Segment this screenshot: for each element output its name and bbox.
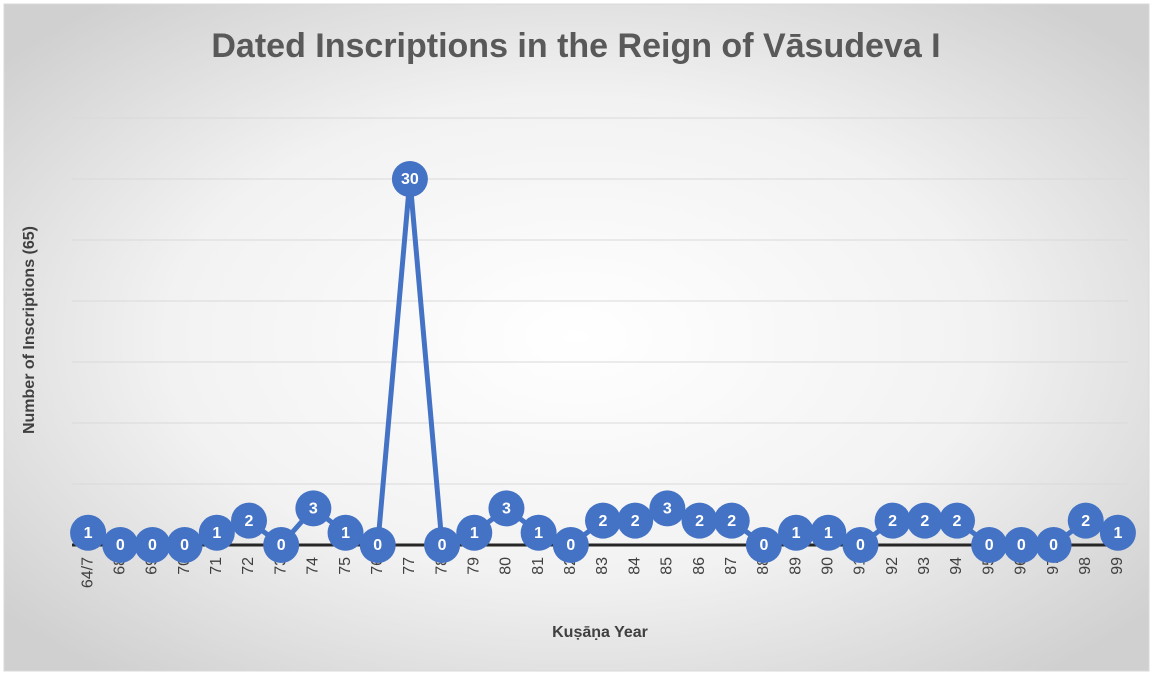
data-label: 0: [759, 537, 768, 554]
marker: [1003, 527, 1040, 563]
data-label: 3: [663, 501, 672, 518]
data-label: 0: [1049, 537, 1058, 554]
x-tick-label: 92: [884, 557, 901, 575]
marker: [939, 502, 975, 539]
x-tick-label: 84: [626, 557, 643, 575]
x-tick-label: 74: [305, 557, 322, 575]
data-label: 0: [438, 537, 447, 554]
data-label: 2: [1081, 513, 1090, 530]
data-label: 1: [84, 525, 93, 542]
data-label: 0: [277, 537, 286, 554]
data-label: 2: [245, 513, 254, 530]
marker: [713, 502, 750, 539]
marker: [1067, 502, 1104, 539]
x-tick-label: 79: [465, 557, 482, 575]
data-label: 1: [534, 525, 543, 542]
marker: [649, 490, 686, 527]
chart-title: Dated Inscriptions in the Reign of Vāsud…: [211, 27, 940, 65]
marker: [552, 527, 589, 563]
data-label: 2: [631, 513, 640, 530]
x-tick-label: 99: [1109, 557, 1126, 575]
marker: [617, 502, 654, 539]
data-label: 2: [953, 513, 962, 530]
marker: [778, 514, 815, 551]
x-axis-label: Kuṣāṇa Year: [552, 624, 648, 641]
data-label: 1: [341, 525, 350, 542]
x-tick-label: 77: [401, 557, 418, 575]
marker: [70, 514, 107, 551]
marker: [842, 527, 879, 563]
data-label: 1: [212, 525, 221, 542]
marker: [198, 514, 235, 551]
x-tick-label: 83: [594, 557, 611, 575]
x-tick-label: 72: [240, 557, 257, 575]
data-label: 0: [116, 537, 125, 554]
data-label: 0: [566, 537, 575, 554]
marker: [327, 514, 364, 551]
marker: [102, 527, 139, 563]
x-tick-label: 90: [819, 557, 836, 575]
x-tick-label: 81: [530, 557, 547, 575]
marker: [1035, 527, 1072, 563]
x-tick-label: 94: [948, 557, 965, 575]
marker: [520, 514, 557, 551]
x-tick-label: 71: [208, 557, 225, 575]
data-label: 2: [695, 513, 704, 530]
x-tick-label: 89: [787, 557, 804, 575]
marker: [971, 527, 1008, 563]
marker: [134, 527, 171, 563]
x-tick-label: 93: [916, 557, 933, 575]
x-tick-label: 86: [691, 557, 708, 575]
data-label: 2: [920, 513, 929, 530]
data-label: 1: [792, 525, 801, 542]
marker: [456, 514, 493, 551]
data-label: 30: [401, 171, 419, 188]
data-label: 0: [180, 537, 189, 554]
x-tick-label: 98: [1077, 557, 1094, 575]
marker: [231, 502, 267, 539]
data-label: 0: [985, 537, 994, 554]
data-label: 0: [856, 537, 865, 554]
x-tick-label: 87: [723, 557, 740, 575]
data-label: 1: [1113, 525, 1122, 542]
x-tick-label: 64/7: [79, 557, 96, 588]
data-label: 3: [309, 501, 318, 518]
data-label: 0: [373, 537, 382, 554]
x-tick-label: 75: [337, 557, 354, 575]
marker: [359, 527, 396, 563]
marker: [874, 502, 911, 539]
marker: [391, 161, 428, 197]
x-tick-label: 80: [498, 557, 515, 575]
data-label: 2: [599, 513, 608, 530]
marker: [263, 527, 300, 563]
marker: [166, 527, 203, 563]
marker: [488, 490, 525, 527]
marker: [906, 502, 943, 539]
data-label: 1: [824, 525, 833, 542]
marker: [295, 490, 332, 527]
marker: [1099, 514, 1136, 551]
data-label: 2: [727, 513, 736, 530]
x-tick-label: 85: [659, 557, 676, 575]
data-label: 2: [888, 513, 897, 530]
data-label: 3: [502, 501, 511, 518]
data-label: 0: [148, 537, 157, 554]
marker: [424, 527, 461, 563]
data-label: 0: [1017, 537, 1026, 554]
y-axis-label: Number of Inscriptions (65): [21, 226, 38, 434]
marker: [585, 502, 621, 539]
marker: [810, 514, 847, 551]
data-label: 1: [470, 525, 479, 542]
marker: [745, 527, 782, 563]
marker: [681, 502, 718, 539]
